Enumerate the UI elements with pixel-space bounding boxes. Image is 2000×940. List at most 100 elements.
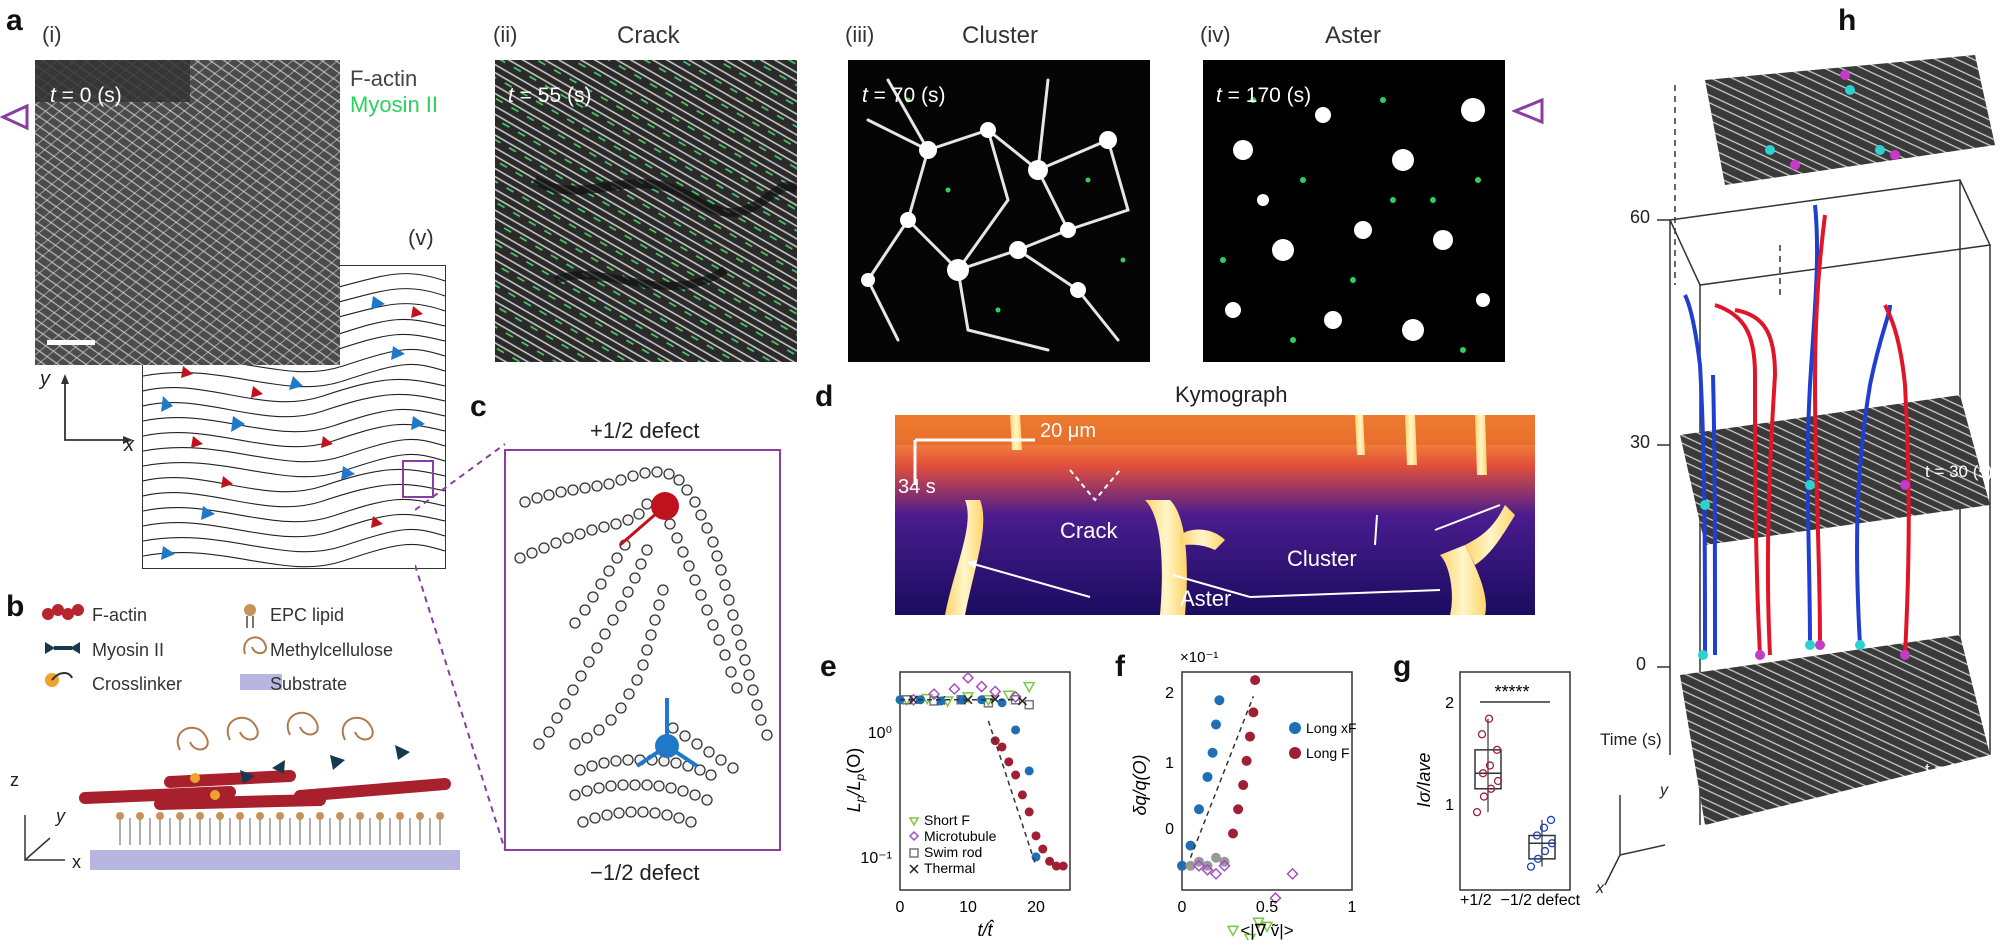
g-significance: ***** — [1494, 682, 1529, 702]
f-point — [1209, 867, 1223, 880]
f-point — [1286, 867, 1299, 880]
e-xtick-2: 20 — [1027, 899, 1045, 916]
e-point — [1017, 790, 1027, 800]
g-point — [1547, 839, 1557, 848]
f-point — [1243, 933, 1257, 940]
microscopy-image-iii — [848, 60, 1150, 362]
f-ytick-1: 1 — [1165, 755, 1174, 772]
axis-x-a: x — [124, 434, 134, 456]
e-point — [961, 671, 975, 684]
f-point — [1250, 675, 1261, 686]
f-legend-longxf: Long xF — [1306, 720, 1357, 736]
right-marker-icon — [1512, 97, 1544, 125]
f-point — [1248, 707, 1259, 718]
e-point — [1024, 807, 1034, 817]
e-point — [1024, 766, 1034, 776]
e-point — [989, 685, 1002, 698]
membrane-schematic-image — [24, 711, 460, 870]
e-point — [1011, 725, 1021, 735]
sublabel-i: (i) — [42, 22, 62, 47]
f-point — [1245, 731, 1255, 742]
spacetime-3d-image — [1604, 55, 1995, 886]
g-point — [1526, 862, 1536, 871]
e-point — [1022, 681, 1036, 694]
f-xlabel: <|∇ ṽ|> — [1240, 921, 1293, 940]
legend-myosin: Myosin II — [350, 92, 439, 117]
panel-label-a: a — [6, 4, 23, 37]
g-point — [1479, 792, 1489, 801]
g-point — [1493, 776, 1503, 786]
h-axis-y: y — [1660, 782, 1668, 799]
e-ytick-0: 10⁰ — [868, 725, 892, 742]
e-ylabel: Lp/Lp(O) — [844, 748, 867, 812]
b-legend-factin: F-actin — [92, 605, 148, 625]
f-ylabel: δq/q(O) — [1130, 754, 1150, 815]
f-point — [1207, 747, 1218, 758]
b-legend-epc: EPC lipid — [270, 605, 345, 625]
c-bottom-label: −1/2 defect — [590, 860, 700, 885]
b-legend-crosslinker: Crosslinker — [92, 674, 183, 694]
b-legend-icons — [42, 604, 282, 690]
title-aster: Aster — [1325, 22, 1382, 49]
e-point — [936, 696, 946, 706]
g-point — [1533, 854, 1543, 864]
e-point — [997, 698, 1007, 708]
g-ytick-0: 1 — [1445, 797, 1454, 814]
g-xlabels: +1/2 −1/2 defect — [1460, 892, 1581, 909]
h-ztick-60: 60 — [1630, 207, 1651, 227]
e-ytick-1: 10⁻¹ — [860, 850, 892, 867]
axis-x-b: x — [72, 852, 81, 872]
chart-e: 10⁰ 10⁻¹ 0 10 20 t/t̂ Lp/Lp(O) Short F M… — [844, 671, 1071, 940]
g-point — [1477, 730, 1487, 739]
b-legend-substrate: Substrate — [270, 674, 348, 694]
time-label-ii: t = 55 (s) — [508, 84, 592, 107]
e-point — [1051, 861, 1061, 871]
f-multiplier: ×10⁻¹ — [1180, 649, 1218, 666]
minus-defect-marker — [655, 734, 679, 758]
microscopy-image-i — [35, 60, 340, 365]
e-point — [1004, 757, 1014, 767]
h-scale-label: 10 μm — [1835, 805, 1880, 822]
f-ytick-2: 2 — [1165, 685, 1174, 702]
title-cluster: Cluster — [962, 22, 1039, 49]
panel-label-g: g — [1393, 650, 1412, 683]
g-point — [1472, 807, 1482, 817]
f-ytick-0: 0 — [1165, 821, 1174, 838]
g-point — [1539, 823, 1549, 832]
f-xtick-2: 1 — [1348, 899, 1357, 916]
f-point — [1185, 860, 1196, 871]
time-label-iii: t = 70 (s) — [862, 84, 946, 107]
e-legend-thermal: Thermal — [924, 860, 975, 876]
title-crack: Crack — [617, 22, 680, 49]
h-time-0: t = 0 (s) — [1925, 760, 1984, 779]
e-point — [1038, 844, 1048, 854]
f-point — [1233, 804, 1244, 815]
left-marker-icon — [0, 103, 29, 131]
panel-label-f: f — [1115, 650, 1125, 683]
e-point — [997, 742, 1007, 752]
e-point — [1045, 856, 1055, 866]
f-point — [1192, 859, 1206, 872]
microscopy-image-ii — [495, 60, 797, 362]
f-point — [1177, 860, 1187, 871]
kymograph-title: Kymograph — [1175, 382, 1288, 407]
e-point — [1017, 696, 1027, 706]
panel-label-h: h — [1838, 4, 1857, 37]
kymo-cluster-label: Cluster — [1287, 546, 1357, 571]
f-point — [1238, 780, 1249, 791]
f-point — [1201, 863, 1214, 876]
e-point — [975, 680, 988, 693]
e-xtick-0: 0 — [896, 899, 905, 916]
f-point — [1226, 925, 1240, 937]
plus-defect-marker — [651, 492, 679, 520]
f-point — [1211, 852, 1221, 863]
panel-label-d: d — [815, 380, 834, 413]
g-point — [1485, 761, 1495, 770]
e-fit-line — [987, 720, 1037, 867]
e-xlabel: t/t̂ — [977, 920, 994, 940]
defect-schematic-image — [415, 443, 781, 851]
g-point — [1532, 831, 1542, 840]
f-point — [1194, 804, 1204, 815]
panel-label-b: b — [6, 590, 25, 623]
e-legend-short: Short F — [924, 812, 970, 828]
